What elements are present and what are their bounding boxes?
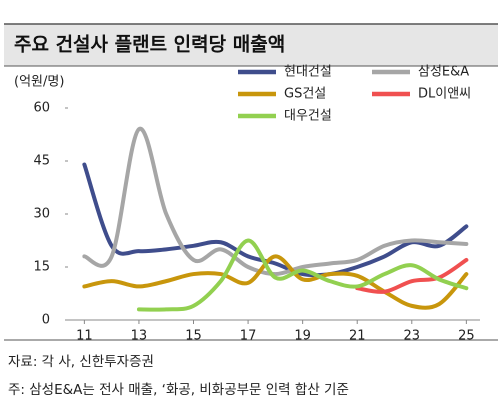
- x-tick-label: 15: [185, 329, 202, 344]
- series-line: [136, 238, 469, 312]
- x-tick-label: 19: [294, 329, 311, 344]
- series-line: [355, 257, 469, 294]
- y-tick-label: 45: [33, 154, 50, 169]
- y-tick-label: 15: [33, 260, 50, 275]
- chart-title: 주요 건설사 플랜트 인력당 매출액: [14, 34, 285, 56]
- legend-label: 대우건설: [284, 109, 332, 124]
- x-tick-label: 17: [240, 329, 257, 344]
- series-line: [82, 254, 469, 310]
- legend-label: 현대건설: [284, 65, 332, 80]
- series-line: [82, 162, 469, 278]
- y-axis-label: (억원/명): [14, 75, 64, 90]
- x-tick-label: 23: [404, 329, 421, 344]
- x-tick-label: 13: [131, 329, 148, 344]
- legend-label: GS건설: [284, 87, 326, 102]
- title-band: [4, 24, 498, 66]
- legend-label: DL이앤씨: [418, 87, 471, 102]
- y-tick-label: 0: [42, 313, 50, 328]
- y-tick-label: 60: [33, 101, 50, 116]
- legend-label: 삼성E&A: [418, 65, 469, 80]
- x-tick-label: 11: [76, 329, 93, 344]
- source-note: 자료: 각 사, 신한투자증권: [8, 354, 154, 370]
- footnote: 주: 삼성E&A는 전사 매출, ‘화공, 비화공부문 인력 합산 기준: [8, 382, 349, 398]
- series-line: [82, 127, 469, 277]
- y-tick-label: 30: [33, 207, 50, 222]
- x-tick-label: 21: [349, 329, 366, 344]
- x-tick-label: 25: [458, 329, 475, 344]
